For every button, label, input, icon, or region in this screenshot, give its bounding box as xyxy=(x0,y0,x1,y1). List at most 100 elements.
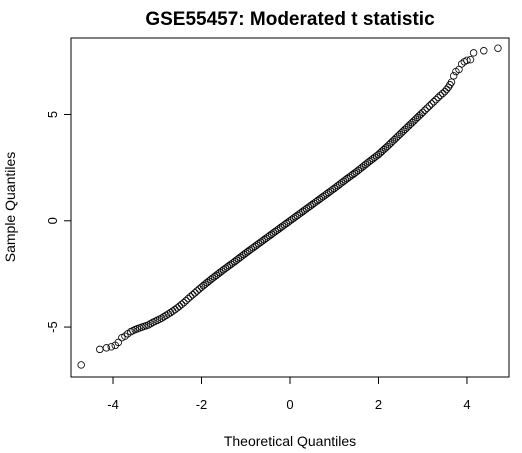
data-point xyxy=(446,81,454,89)
data-point xyxy=(423,104,431,112)
x-tick-label: -2 xyxy=(196,397,208,412)
data-point xyxy=(284,218,292,226)
data-point xyxy=(238,252,246,260)
data-point xyxy=(245,246,254,255)
data-point xyxy=(436,91,445,100)
data-point xyxy=(218,267,226,275)
data-point xyxy=(232,256,241,264)
data-point xyxy=(367,156,375,164)
data-point xyxy=(182,296,190,305)
data-point xyxy=(289,214,298,222)
x-axis: -4 -2 0 2 4 xyxy=(107,376,471,412)
data-point xyxy=(350,169,359,177)
data-point xyxy=(142,321,150,330)
data-point xyxy=(186,292,195,301)
data-point xyxy=(121,332,129,340)
data-point xyxy=(480,47,488,55)
data-point xyxy=(227,260,235,268)
data-point xyxy=(225,261,233,270)
data-point xyxy=(421,106,429,114)
data-point xyxy=(138,323,146,331)
data-point xyxy=(234,255,243,263)
data-point xyxy=(162,311,170,320)
x-axis-label: Theoretical Quantiles xyxy=(224,433,356,449)
data-point xyxy=(293,211,302,220)
data-point xyxy=(457,60,466,68)
data-point xyxy=(371,153,379,162)
data-point xyxy=(260,235,268,244)
data-point xyxy=(330,184,338,193)
data-point xyxy=(304,203,313,212)
data-point xyxy=(229,259,237,267)
data-point xyxy=(291,213,300,221)
data-point xyxy=(247,245,255,253)
data-point xyxy=(301,206,309,214)
data-point xyxy=(315,195,324,203)
data-point xyxy=(205,277,213,285)
data-point xyxy=(107,343,115,351)
data-point xyxy=(397,129,406,137)
data-point xyxy=(273,226,281,234)
data-point xyxy=(442,85,451,94)
data-point xyxy=(425,102,434,110)
data-point xyxy=(193,287,201,295)
data-point xyxy=(347,172,355,180)
data-point xyxy=(249,244,257,252)
x-tick-label: 0 xyxy=(286,397,293,412)
data-point xyxy=(264,233,272,241)
chart-title: GSE55457: Moderated t statistic xyxy=(145,9,435,30)
y-tick-label: -5 xyxy=(45,321,60,333)
data-point xyxy=(326,187,335,195)
x-tick-label: 4 xyxy=(463,397,470,412)
y-tick-label: 0 xyxy=(45,217,60,224)
y-tick-label: 5 xyxy=(45,111,60,118)
data-point xyxy=(336,180,344,188)
data-point xyxy=(242,249,250,257)
data-point xyxy=(299,207,307,216)
data-point xyxy=(319,192,327,201)
data-point xyxy=(212,271,220,280)
data-point xyxy=(450,72,458,80)
data-point xyxy=(427,100,436,108)
data-points xyxy=(77,44,502,369)
data-point xyxy=(317,194,326,202)
data-point xyxy=(295,210,303,218)
data-point xyxy=(269,229,278,237)
y-axis-label: Sample Quantiles xyxy=(2,152,18,263)
data-point xyxy=(334,181,342,190)
data-point xyxy=(267,230,276,238)
data-point xyxy=(466,55,475,64)
data-point xyxy=(180,298,188,307)
data-point xyxy=(306,202,314,210)
data-point xyxy=(173,304,181,312)
data-point xyxy=(188,291,197,299)
data-point xyxy=(114,338,123,347)
data-point xyxy=(339,177,348,186)
data-point xyxy=(177,300,186,309)
data-point xyxy=(438,89,447,98)
data-point xyxy=(325,188,333,197)
data-point xyxy=(277,223,285,232)
data-point xyxy=(280,221,289,229)
data-point xyxy=(243,248,252,256)
data-point xyxy=(337,179,346,187)
data-point xyxy=(288,215,296,224)
data-point xyxy=(129,326,137,335)
data-point xyxy=(321,191,329,199)
data-point xyxy=(258,237,267,245)
data-point xyxy=(254,239,263,248)
data-point xyxy=(282,219,291,228)
data-point xyxy=(365,157,373,166)
data-point xyxy=(494,44,502,52)
data-point xyxy=(312,198,320,206)
data-point xyxy=(332,183,340,191)
data-point xyxy=(275,225,283,233)
data-point xyxy=(348,170,357,179)
data-point xyxy=(380,145,388,154)
data-point xyxy=(210,273,219,281)
data-point xyxy=(102,344,111,352)
data-point xyxy=(469,49,478,57)
data-point xyxy=(133,325,142,333)
data-point xyxy=(216,268,224,277)
